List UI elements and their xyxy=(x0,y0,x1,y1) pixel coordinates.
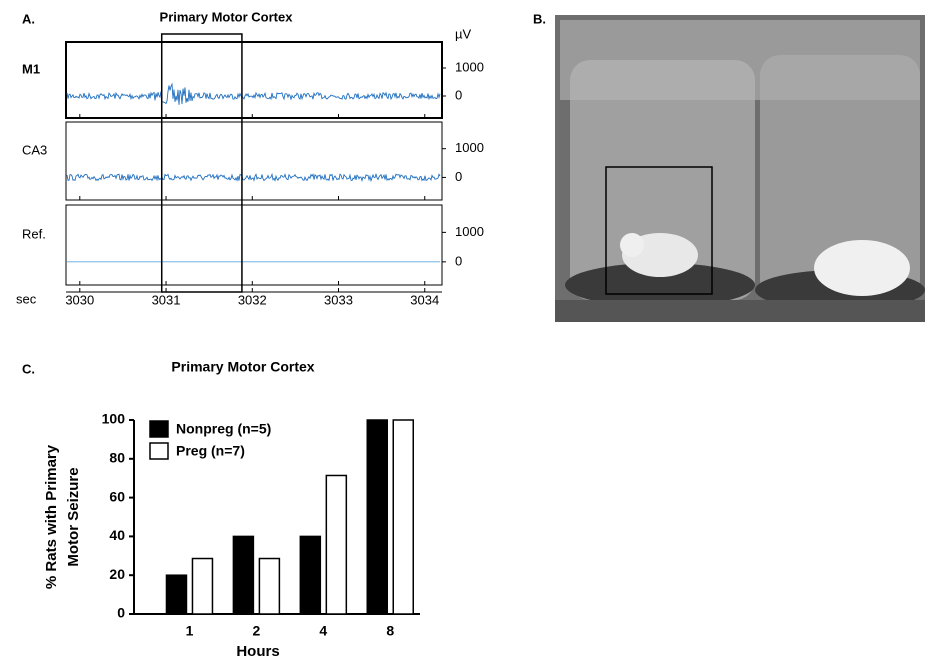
bar xyxy=(326,475,346,614)
bar xyxy=(166,575,186,614)
y-tick-label: 1000 xyxy=(455,140,484,155)
y-tick-label: 20 xyxy=(109,566,125,582)
figure: B. A.Primary Motor CortexµVM101000CA3010… xyxy=(0,0,932,666)
unit-label: µV xyxy=(455,26,471,41)
legend-label: Preg (n=7) xyxy=(176,443,245,459)
chart-title: Primary Motor Cortex xyxy=(171,359,314,375)
y-tick-label: 100 xyxy=(102,411,126,427)
bar xyxy=(393,420,413,614)
bar xyxy=(233,536,253,614)
x-tick-label: 3031 xyxy=(152,292,181,307)
legend-swatch xyxy=(150,421,168,437)
panel-label: B. xyxy=(533,11,546,26)
channel-box xyxy=(66,42,442,118)
x-tick-label: 2 xyxy=(252,623,260,639)
x-tick-label: 3034 xyxy=(410,292,439,307)
x-tick-label: 8 xyxy=(386,623,394,639)
legend-label: Nonpreg (n=5) xyxy=(176,421,271,437)
bar xyxy=(300,536,320,614)
channel-box xyxy=(66,205,442,285)
channel-name: Ref. xyxy=(22,226,46,241)
channel-box xyxy=(66,122,442,200)
y-tick-label: 80 xyxy=(109,450,125,466)
channel-name: M1 xyxy=(22,61,40,76)
y-tick-label: 60 xyxy=(109,488,125,504)
y-tick-label: 1000 xyxy=(455,59,484,74)
x-tick-label: 3033 xyxy=(324,292,353,307)
bar xyxy=(367,420,387,614)
y-tick-label: 0 xyxy=(455,169,462,184)
y-tick-label: 40 xyxy=(109,527,125,543)
channel-name: CA3 xyxy=(22,142,47,157)
highlight-box xyxy=(162,34,242,292)
y-axis-label: Motor Seizure xyxy=(65,467,82,566)
x-axis-label: Hours xyxy=(236,643,279,660)
y-tick-label: 1000 xyxy=(455,224,484,239)
bar xyxy=(259,559,279,614)
x-axis-label: sec xyxy=(16,291,37,306)
y-axis-label: % Rats with Primary xyxy=(43,444,60,589)
photo xyxy=(555,15,925,322)
chart-title: Primary Motor Cortex xyxy=(160,9,294,24)
trace xyxy=(67,84,440,105)
legend-swatch xyxy=(150,443,168,459)
trace xyxy=(67,174,440,180)
x-tick-label: 1 xyxy=(186,623,194,639)
y-tick-label: 0 xyxy=(455,87,462,102)
bar xyxy=(192,559,212,614)
x-tick-label: 4 xyxy=(319,623,327,639)
y-tick-label: 0 xyxy=(455,253,462,268)
panel-label: A. xyxy=(22,11,35,26)
y-tick-label: 0 xyxy=(117,605,125,621)
x-tick-label: 3032 xyxy=(238,292,267,307)
x-tick-label: 3030 xyxy=(65,292,94,307)
panel-label: C. xyxy=(22,361,35,376)
